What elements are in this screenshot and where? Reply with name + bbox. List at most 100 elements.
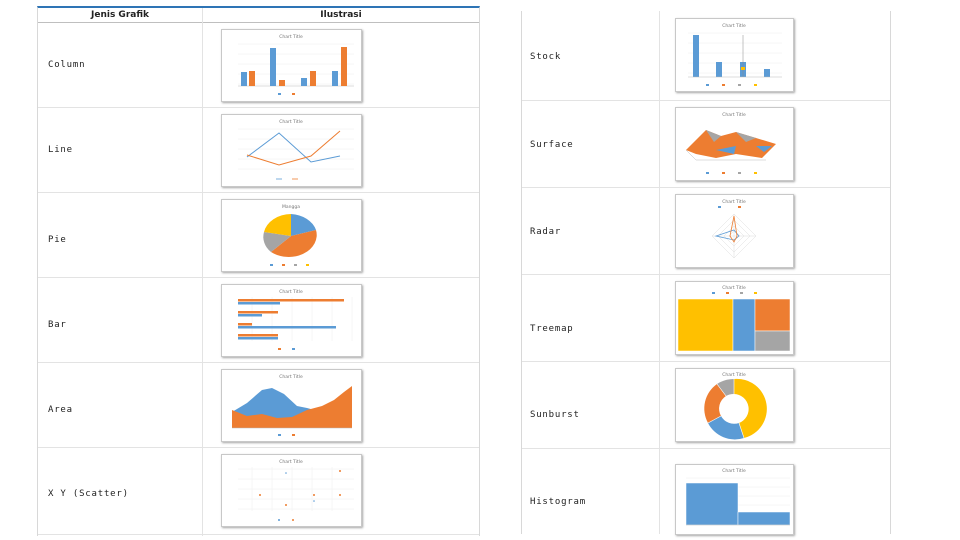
column-bar: [270, 48, 276, 86]
surface-area: [716, 146, 736, 154]
scatter-chart: Chart Title: [238, 459, 354, 521]
sunburst-chart-title: Chart Title: [722, 372, 746, 378]
pie-slice: [291, 214, 316, 236]
stock-bar: [716, 62, 722, 77]
line-chart-title: Chart Title: [279, 119, 303, 125]
table-row-treemap: Treemap Chart Title: [522, 275, 890, 362]
column-bar: [310, 71, 316, 86]
row-label-column: Column: [48, 60, 86, 70]
treemap-chart: Chart Title: [677, 285, 791, 352]
column-bar: [341, 47, 347, 86]
table-row-scatter: X Y (Scatter) Chart Title: [38, 448, 479, 535]
table-row-line: Line Chart Title: [38, 108, 479, 193]
scatter-point: [313, 500, 315, 502]
line-series-orange: [246, 130, 341, 166]
sunburst-chart: Chart Title: [704, 372, 767, 440]
row-label-line: Line: [48, 145, 73, 155]
area-chart-thumbnail: Chart Title: [221, 369, 362, 442]
treemap-tile: [732, 298, 756, 352]
bar-chart-title: Chart Title: [279, 289, 303, 295]
bar-bar: [238, 311, 278, 314]
scatter-point: [313, 494, 315, 496]
scatter-chart-thumbnail: Chart Title: [221, 454, 362, 527]
sunburst-segment: [704, 384, 726, 423]
column-bar: [279, 80, 285, 86]
stock-chart: Chart Title: [688, 23, 782, 86]
pie-chart-title: Mangga: [282, 204, 300, 210]
surface-area: [756, 146, 772, 152]
sunburst-segment: [708, 416, 744, 440]
radar-chart-thumbnail: Chart Title: [675, 194, 794, 268]
scatter-point: [285, 504, 287, 506]
column-bar: [332, 71, 338, 86]
treemap-tile: [754, 298, 791, 332]
table-row-histogram: Histogram Chart Title: [522, 449, 890, 535]
row-label-bar: Bar: [48, 320, 67, 330]
row-label-sunburst: Sunburst: [530, 410, 580, 420]
pie-chart: Mangga: [263, 204, 317, 266]
row-label-area: Area: [48, 405, 73, 415]
pie-chart-thumbnail: Mangga: [221, 199, 362, 272]
sunburst-segment: [717, 378, 734, 396]
row-label-radar: Radar: [530, 227, 562, 237]
column-bar: [249, 71, 255, 86]
bar-bar: [238, 334, 278, 337]
row-label-histogram: Histogram: [530, 497, 586, 507]
bar-bar: [238, 326, 336, 329]
radar-chart-title: Chart Title: [722, 199, 746, 205]
histogram-bar: [685, 482, 739, 526]
table-row-surface: Surface Chart Title: [522, 101, 890, 188]
pie-slice: [263, 232, 291, 252]
surface-area: [686, 130, 776, 158]
treemap-tile: [677, 298, 734, 352]
table-row-area: Area Chart Title: [38, 363, 479, 448]
histogram-chart-thumbnail: Chart Title: [675, 464, 794, 535]
pie-slice: [271, 230, 317, 257]
chart-types-table-right: Stock Chart Title Surface Chart T: [521, 11, 891, 535]
surface-chart-thumbnail: Chart Title: [675, 107, 794, 181]
surface-chart-title: Chart Title: [722, 112, 746, 118]
line-series-blue: [246, 132, 341, 163]
row-label-treemap: Treemap: [530, 324, 574, 334]
column-chart-title: Chart Title: [279, 34, 303, 40]
treemap-tile: [754, 330, 791, 352]
table-row-radar: Radar Chart Title: [522, 188, 890, 275]
pie-slice: [264, 214, 291, 236]
stock-bar: [764, 69, 770, 77]
area-series-orange: [232, 386, 352, 428]
bar-bar: [238, 337, 278, 340]
bar-chart: Chart Title: [238, 289, 353, 350]
radar-series-blue: [714, 229, 740, 241]
sunburst-chart-thumbnail: Chart Title: [675, 368, 794, 442]
header-chart-type: Jenis Grafik: [38, 8, 203, 22]
table-row-sunburst: Sunburst Chart Title: [522, 362, 890, 449]
surface-area: [736, 132, 756, 142]
table-row-column: Column Chart Title: [38, 23, 479, 108]
row-label-surface: Surface: [530, 140, 574, 150]
scatter-point: [339, 494, 341, 496]
surface-chart: Chart Title: [685, 112, 776, 174]
column-chart: Chart Title: [238, 34, 354, 95]
treemap-chart-thumbnail: Chart Title: [675, 281, 794, 355]
bar-chart-thumbnail: Chart Title: [221, 284, 362, 357]
treemap-chart-title: Chart Title: [722, 285, 746, 291]
table-row-pie: Pie Mangga: [38, 193, 479, 278]
radar-series-orange: [729, 215, 738, 243]
scatter-chart-title: Chart Title: [279, 459, 303, 465]
bar-bar: [238, 302, 280, 305]
line-chart: Chart Title: [238, 119, 354, 180]
histogram-chart: Chart Title: [685, 468, 791, 526]
area-chart-title: Chart Title: [279, 374, 303, 380]
sunburst-segment: [734, 378, 767, 438]
histogram-bar: [737, 511, 791, 526]
stock-bar: [693, 35, 699, 77]
scatter-point: [339, 470, 341, 472]
column-bar: [241, 72, 247, 86]
histogram-chart-title: Chart Title: [722, 468, 746, 474]
stock-chart-title: Chart Title: [722, 23, 746, 29]
header-illustration: Ilustrasi: [320, 10, 362, 20]
column-chart-thumbnail: Chart Title: [221, 29, 362, 102]
scatter-point: [259, 494, 261, 496]
area-chart: Chart Title: [232, 374, 352, 436]
bar-bar: [238, 323, 252, 326]
